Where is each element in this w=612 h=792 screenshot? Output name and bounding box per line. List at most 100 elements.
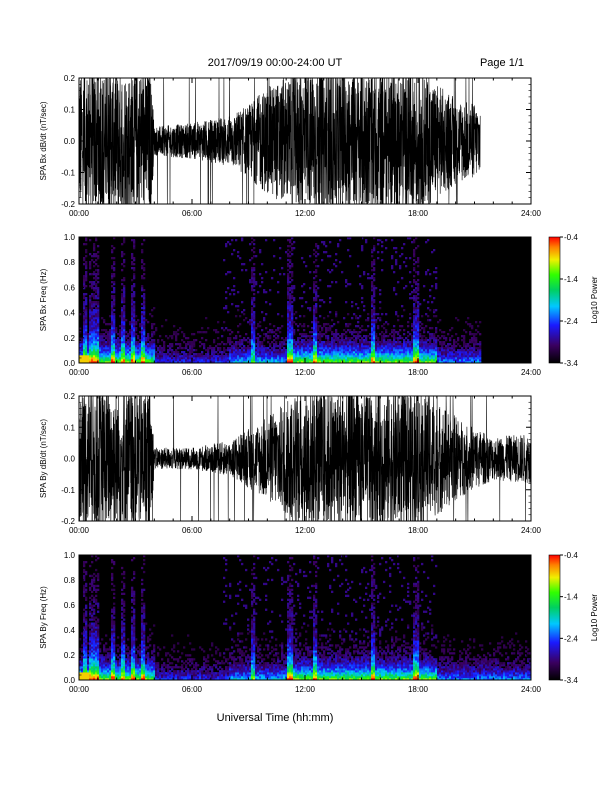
heatmap-cell xyxy=(229,333,232,336)
heatmap-cell xyxy=(387,343,390,346)
heatmap-cell xyxy=(345,281,348,284)
heatmap-cell xyxy=(121,323,124,326)
heatmap-cell xyxy=(113,650,116,653)
heatmap-cell xyxy=(279,257,282,260)
heatmap-cell xyxy=(89,315,92,318)
heatmap-cell xyxy=(417,307,420,310)
heatmap-cell xyxy=(123,265,126,268)
heatmap-cell xyxy=(441,359,444,362)
heatmap-cell xyxy=(93,301,96,304)
heatmap-cell xyxy=(123,658,126,661)
heatmap-cell xyxy=(371,323,374,326)
heatmap-cell xyxy=(331,339,334,342)
heatmap-cell xyxy=(357,353,360,356)
heatmap-cell xyxy=(87,347,90,350)
heatmap-cell xyxy=(341,357,344,360)
heatmap-cell xyxy=(133,347,136,350)
heatmap-cell xyxy=(291,337,294,340)
heatmap-cell xyxy=(395,261,398,264)
heatmap-cell xyxy=(323,349,326,352)
heatmap-cell xyxy=(469,359,472,362)
heatmap-cell xyxy=(133,357,136,360)
heatmap-cell xyxy=(171,345,174,348)
heatmap-cell xyxy=(121,329,124,332)
heatmap-cell xyxy=(399,337,402,340)
heatmap-cell xyxy=(239,361,242,364)
heatmap-cell xyxy=(319,359,322,362)
heatmap-cell xyxy=(173,351,176,354)
heatmap-cell xyxy=(133,660,136,663)
heatmap-cell xyxy=(121,321,124,324)
heatmap-cell xyxy=(139,353,142,356)
heatmap-cell xyxy=(457,353,460,356)
heatmap-cell xyxy=(261,359,264,362)
heatmap-cell xyxy=(117,355,120,358)
heatmap-cell xyxy=(321,349,324,352)
heatmap-cell xyxy=(421,357,424,360)
heatmap-cell xyxy=(431,333,434,336)
heatmap-cell xyxy=(93,293,96,296)
heatmap-cell xyxy=(263,289,266,292)
heatmap-cell xyxy=(473,333,476,336)
heatmap-cell xyxy=(83,343,86,346)
heatmap-cell xyxy=(83,293,86,296)
heatmap-cell xyxy=(91,341,94,344)
heatmap-cell xyxy=(259,285,262,288)
heatmap-cell xyxy=(103,670,106,673)
heatmap-cell xyxy=(95,315,98,318)
heatmap-cell xyxy=(79,353,82,356)
heatmap-cell xyxy=(443,355,446,358)
heatmap-cell xyxy=(331,349,334,352)
page-indicator: Page 1/1 xyxy=(480,57,524,69)
heatmap-cell xyxy=(97,676,100,679)
heatmap-cell xyxy=(383,349,386,352)
heatmap-cell xyxy=(399,325,402,328)
heatmap-cell xyxy=(255,355,258,358)
heatmap-cell xyxy=(205,355,208,358)
heatmap-cell xyxy=(249,341,252,344)
heatmap-cell xyxy=(91,670,94,673)
heatmap-cell xyxy=(361,341,364,344)
heatmap-cell xyxy=(175,343,178,346)
heatmap-cell xyxy=(165,357,168,360)
heatmap-cell xyxy=(309,337,312,340)
heatmap-cell xyxy=(159,349,162,352)
heatmap-cell xyxy=(359,343,362,346)
heatmap-cell xyxy=(97,311,100,314)
heatmap-cell xyxy=(277,359,280,362)
heatmap-cell xyxy=(83,590,86,593)
heatmap-cell xyxy=(139,357,142,360)
heatmap-cell xyxy=(305,353,308,356)
heatmap-cell xyxy=(89,664,92,667)
heatmap-cell xyxy=(133,642,136,645)
heatmap-cell xyxy=(107,349,110,352)
heatmap-cell xyxy=(297,357,300,360)
heatmap-cell xyxy=(111,361,114,364)
heatmap-cell xyxy=(143,301,146,304)
heatmap-cell xyxy=(123,666,126,669)
heatmap-cell xyxy=(399,345,402,348)
heatmap-cell xyxy=(469,325,472,328)
heatmap-cell xyxy=(425,271,428,274)
heatmap-cell xyxy=(105,664,108,667)
heatmap-cell xyxy=(83,618,86,621)
heatmap-cell xyxy=(215,355,218,358)
heatmap-cell xyxy=(425,347,428,350)
heatmap-cell xyxy=(87,355,90,358)
heatmap-cell xyxy=(93,329,96,332)
heatmap-cell xyxy=(133,295,136,298)
heatmap-cell xyxy=(251,357,254,360)
heatmap-cell xyxy=(121,359,124,362)
heatmap-cell xyxy=(203,331,206,334)
heatmap-cell xyxy=(373,301,376,304)
heatmap-cell xyxy=(291,253,294,256)
heatmap-cell xyxy=(83,327,86,330)
heatmap-cell xyxy=(143,345,146,348)
heatmap-cell xyxy=(143,355,146,358)
heatmap-cell xyxy=(123,349,126,352)
heatmap-cell xyxy=(209,359,212,362)
heatmap-cell xyxy=(85,618,88,621)
heatmap-cell xyxy=(113,331,116,334)
heatmap-cell xyxy=(389,357,392,360)
heatmap-cell xyxy=(349,339,352,342)
